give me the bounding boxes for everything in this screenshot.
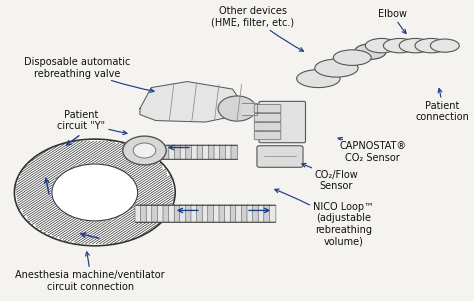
FancyBboxPatch shape — [214, 145, 220, 159]
Ellipse shape — [383, 39, 416, 53]
FancyBboxPatch shape — [180, 205, 186, 222]
FancyBboxPatch shape — [163, 205, 170, 222]
FancyBboxPatch shape — [174, 205, 181, 222]
FancyBboxPatch shape — [185, 205, 192, 222]
FancyBboxPatch shape — [269, 205, 276, 222]
FancyBboxPatch shape — [152, 145, 158, 159]
FancyBboxPatch shape — [231, 145, 237, 159]
FancyBboxPatch shape — [264, 205, 270, 222]
FancyBboxPatch shape — [219, 205, 226, 222]
Circle shape — [14, 139, 175, 246]
FancyBboxPatch shape — [253, 205, 259, 222]
FancyBboxPatch shape — [258, 205, 264, 222]
FancyBboxPatch shape — [209, 145, 215, 159]
FancyBboxPatch shape — [157, 145, 164, 159]
Text: Elbow: Elbow — [378, 9, 407, 33]
FancyBboxPatch shape — [259, 101, 305, 143]
Ellipse shape — [333, 50, 371, 65]
FancyBboxPatch shape — [257, 146, 303, 167]
FancyBboxPatch shape — [191, 145, 198, 159]
FancyBboxPatch shape — [169, 205, 175, 222]
FancyBboxPatch shape — [225, 205, 231, 222]
FancyBboxPatch shape — [202, 205, 209, 222]
Ellipse shape — [355, 44, 386, 59]
FancyBboxPatch shape — [236, 205, 242, 222]
FancyBboxPatch shape — [254, 104, 281, 113]
FancyBboxPatch shape — [203, 145, 210, 159]
Text: Patient
circuit "Y": Patient circuit "Y" — [57, 110, 127, 135]
FancyBboxPatch shape — [180, 145, 187, 159]
Text: Patient
connection: Patient connection — [416, 88, 470, 122]
FancyBboxPatch shape — [157, 205, 164, 222]
Circle shape — [123, 136, 166, 165]
FancyBboxPatch shape — [141, 205, 147, 222]
Ellipse shape — [315, 59, 358, 77]
FancyBboxPatch shape — [146, 145, 153, 159]
FancyBboxPatch shape — [254, 122, 281, 131]
FancyBboxPatch shape — [135, 145, 142, 159]
Circle shape — [133, 143, 156, 158]
FancyBboxPatch shape — [241, 205, 248, 222]
Circle shape — [218, 96, 256, 121]
FancyBboxPatch shape — [208, 205, 214, 222]
FancyBboxPatch shape — [213, 205, 220, 222]
FancyBboxPatch shape — [146, 205, 153, 222]
Ellipse shape — [430, 39, 459, 52]
FancyBboxPatch shape — [163, 145, 170, 159]
Text: NICO Loop™
(adjustable
rebreathing
volume): NICO Loop™ (adjustable rebreathing volum… — [275, 189, 374, 246]
FancyBboxPatch shape — [225, 145, 232, 159]
Text: Other devices
(HME, filter, etc.): Other devices (HME, filter, etc.) — [211, 6, 303, 51]
Ellipse shape — [365, 39, 398, 53]
FancyBboxPatch shape — [230, 205, 237, 222]
FancyBboxPatch shape — [186, 145, 192, 159]
Text: Anesthesia machine/ventilator
circuit connection: Anesthesia machine/ventilator circuit co… — [16, 252, 165, 292]
Ellipse shape — [415, 39, 447, 53]
FancyBboxPatch shape — [219, 145, 226, 159]
FancyBboxPatch shape — [191, 205, 198, 222]
Text: CAPNOSTAT®
CO₂ Sensor: CAPNOSTAT® CO₂ Sensor — [338, 137, 406, 163]
Polygon shape — [242, 103, 257, 115]
FancyBboxPatch shape — [254, 113, 281, 122]
FancyBboxPatch shape — [197, 145, 204, 159]
FancyBboxPatch shape — [254, 131, 281, 140]
Text: CO₂/Flow
Sensor: CO₂/Flow Sensor — [302, 163, 358, 191]
FancyBboxPatch shape — [197, 205, 203, 222]
Polygon shape — [140, 82, 242, 122]
FancyBboxPatch shape — [169, 145, 175, 159]
Text: Disposable automatic
rebreathing valve: Disposable automatic rebreathing valve — [24, 57, 154, 92]
FancyBboxPatch shape — [247, 205, 254, 222]
FancyBboxPatch shape — [135, 205, 141, 222]
Ellipse shape — [297, 70, 340, 88]
FancyBboxPatch shape — [152, 205, 158, 222]
Ellipse shape — [399, 39, 432, 53]
Circle shape — [52, 164, 137, 221]
FancyBboxPatch shape — [141, 145, 147, 159]
FancyBboxPatch shape — [174, 145, 181, 159]
